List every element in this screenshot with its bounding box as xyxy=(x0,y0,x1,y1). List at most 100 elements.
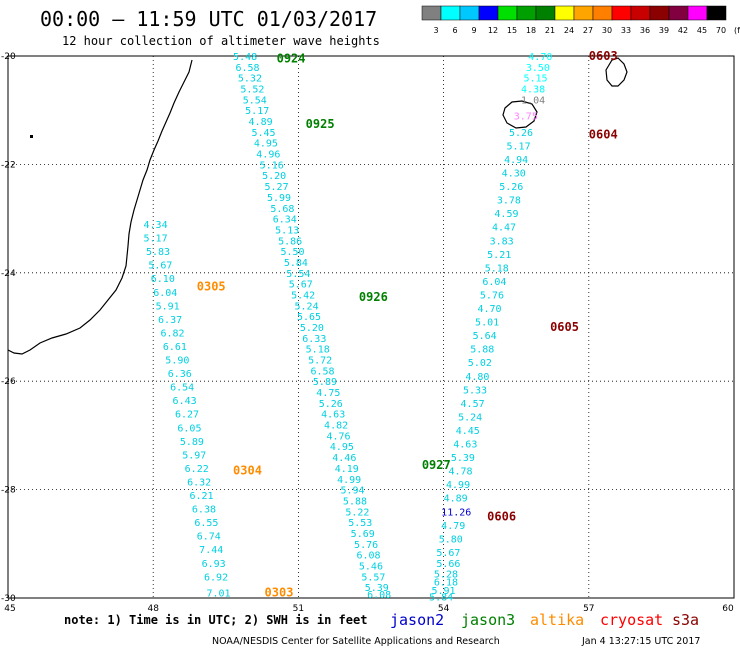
swh-value: 5.89 xyxy=(313,377,337,388)
swh-value: 5.24 xyxy=(295,301,319,312)
legend-label: (ft) xyxy=(734,26,740,35)
swh-value: 5.57 xyxy=(361,572,385,583)
swh-value: 5.94 xyxy=(341,486,365,497)
swh-value: 6.04 xyxy=(153,288,177,299)
swh-value: 5.90 xyxy=(165,356,189,367)
swh-value: 6.32 xyxy=(187,477,211,488)
swh-value: 4.59 xyxy=(494,209,518,220)
swh-value: 5.48 xyxy=(233,52,257,63)
swh-value: 6.18 xyxy=(434,578,458,589)
swh-value: 4.75 xyxy=(316,388,340,399)
pass-time-label: 0927 xyxy=(422,458,451,472)
swh-value: 5.45 xyxy=(251,128,275,139)
legend-label: 70 xyxy=(716,26,726,35)
legend-swatch xyxy=(478,5,499,21)
swh-value: 5.83 xyxy=(146,247,170,258)
swh-value: 6.58 xyxy=(311,366,335,377)
swh-value: 5.72 xyxy=(308,356,332,367)
swh-value: 6.04 xyxy=(482,277,506,288)
swh-value: 3.75 xyxy=(514,112,538,123)
swh-value: 5.18 xyxy=(485,263,509,274)
track-altika-desc: 4.34 5.17 5.83 5.67 6.10 6.04 5.91 6.37 6.82 6.61… xyxy=(144,220,294,600)
swh-value: 5.67 xyxy=(148,261,172,272)
swh-value: 4.45 xyxy=(456,426,480,437)
swh-value: 4.89 xyxy=(249,117,273,128)
sat-altika: altika xyxy=(530,611,584,629)
legend-swatch xyxy=(554,5,575,21)
swh-value: 4.76 xyxy=(326,431,350,442)
swh-value: 5.16 xyxy=(260,160,284,171)
legend-label: 15 xyxy=(507,26,517,35)
swh-value: 5.84 xyxy=(429,592,453,603)
credit-line: NOAA/NESDIS Center for Satellite Applica… xyxy=(212,636,500,647)
swh-value: 5.66 xyxy=(436,559,460,570)
axis-ticks: 45 48 51 54 57 60 -20 -22 -24 -26 -28 -30 xyxy=(1,52,734,614)
lat-tick-label: -30 xyxy=(1,594,16,604)
swh-value: 5.91 xyxy=(156,301,180,312)
swh-value: 4.19 xyxy=(335,464,359,475)
swh-value: 4.99 xyxy=(446,480,470,491)
swh-value: 4.57 xyxy=(461,399,485,410)
lon-tick-label: 51 xyxy=(293,604,304,614)
legend-label: 30 xyxy=(602,26,612,35)
swh-value: 5.84 xyxy=(284,258,308,269)
lat-tick-label: -22 xyxy=(1,160,16,170)
swh-value: 5.64 xyxy=(473,331,497,342)
swh-value: 5.26 xyxy=(499,182,523,193)
map-title: 00:00 – 11:59 UTC 01/03/2017 xyxy=(40,7,377,31)
swh-value: 5.88 xyxy=(343,496,367,507)
swh-value: 4.78 xyxy=(448,467,472,478)
lon-tick-label: 45 xyxy=(4,604,15,614)
swh-value: 5.33 xyxy=(463,385,487,396)
swh-value: 5.39 xyxy=(451,453,475,464)
swh-value: 5.20 xyxy=(300,323,324,334)
swh-value: 5.24 xyxy=(458,412,482,423)
swh-value: 5.76 xyxy=(354,540,378,551)
generation-timestamp: Jan 4 13:27:15 UTC 2017 xyxy=(581,636,700,647)
mauritius-island xyxy=(605,57,628,87)
reunion-island xyxy=(502,100,538,129)
swh-value: 5.91 xyxy=(432,586,456,597)
swh-value: 5.42 xyxy=(291,290,315,301)
swh-value: 6.34 xyxy=(273,215,297,226)
lat-tick-label: -24 xyxy=(1,269,16,279)
pass-time-label: 0926 xyxy=(359,290,388,304)
swh-value: 5.26 xyxy=(509,128,533,139)
swh-value: 4.63 xyxy=(321,410,345,421)
swh-value: 4.63 xyxy=(453,440,477,451)
swh-value: 4.46 xyxy=(332,453,356,464)
swh-value: 7.44 xyxy=(199,545,223,556)
swh-value: 6.08 xyxy=(356,551,380,562)
madagascar-coastline xyxy=(7,59,193,355)
pass-time-label: 0304 xyxy=(233,464,262,478)
swh-value: 5.67 xyxy=(436,548,460,559)
swh-value: 5.32 xyxy=(238,74,262,85)
swh-value: 5.80 xyxy=(439,534,463,545)
swh-value: 5.28 xyxy=(434,570,458,581)
legend-swatch xyxy=(421,5,442,21)
swh-value: 5.17 xyxy=(144,234,168,245)
swh-value: 4.34 xyxy=(144,220,168,231)
swh-value: 6.38 xyxy=(192,505,216,516)
swh-value: 5.02 xyxy=(468,358,492,369)
legend-label: 27 xyxy=(583,26,593,35)
legend-label: 3 xyxy=(433,26,438,35)
swh-value: 5.54 xyxy=(286,269,310,280)
swh-value: 5.50 xyxy=(280,247,304,258)
legend-swatch xyxy=(440,5,461,21)
swh-value: 7.01 xyxy=(206,589,230,600)
swh-value: 5.97 xyxy=(182,450,206,461)
swh-value: 4.47 xyxy=(492,223,516,234)
pass-time-label: 0603 xyxy=(589,49,618,63)
swh-value: 3.83 xyxy=(490,236,514,247)
legend-swatch xyxy=(687,5,708,21)
swh-value: 5.13 xyxy=(275,225,299,236)
swh-value: 6.36 xyxy=(168,369,192,380)
legend-label: 12 xyxy=(488,26,498,35)
sat-cryosat: cryosat xyxy=(600,611,663,629)
legend-label: 18 xyxy=(526,26,536,35)
swh-value: 5.99 xyxy=(267,193,291,204)
legend-label: 9 xyxy=(471,26,476,35)
lon-tick-label: 48 xyxy=(147,604,159,614)
legend-swatch xyxy=(706,5,727,21)
